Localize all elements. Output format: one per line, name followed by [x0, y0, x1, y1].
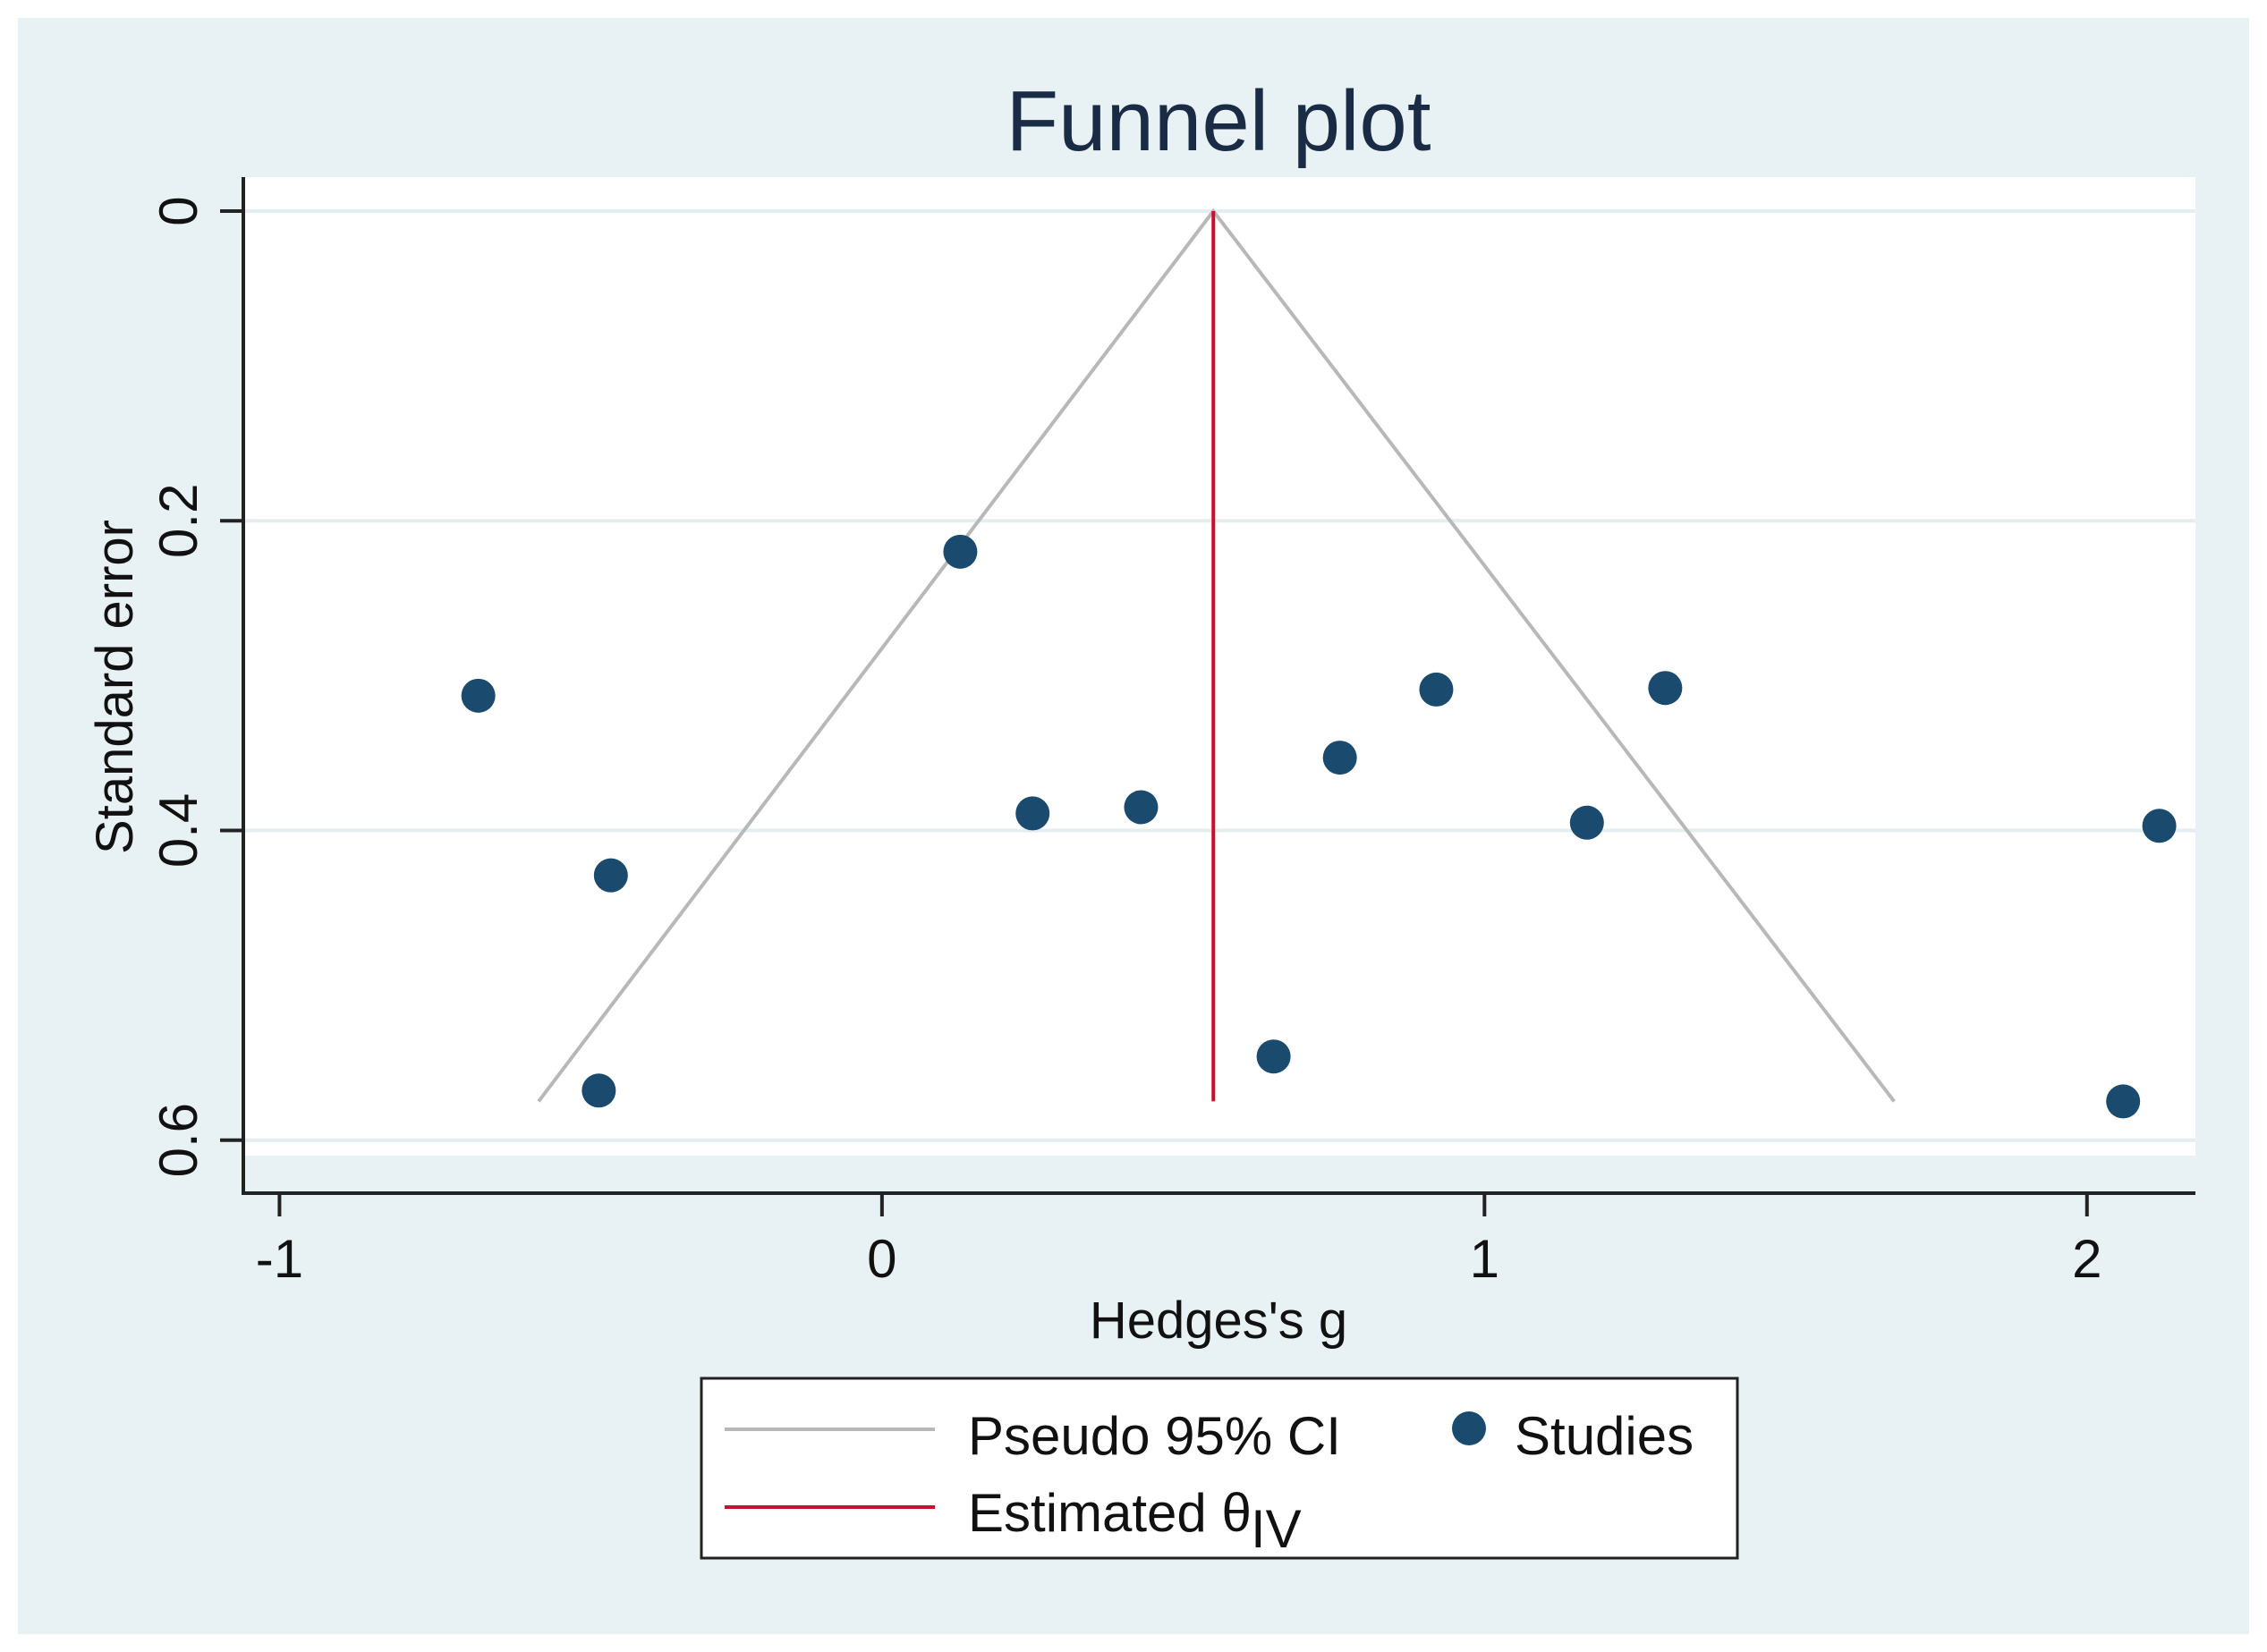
x-tick-label: 2	[2072, 1229, 2101, 1289]
legend-estimate-label: Estimated θ	[968, 1483, 1252, 1543]
study-point	[1124, 790, 1159, 825]
plot-area	[243, 177, 2195, 1156]
y-tick-label: 0.2	[149, 484, 208, 558]
study-points	[461, 534, 2177, 1119]
y-tick-label: 0.4	[149, 793, 208, 868]
x-tick-label: 1	[1470, 1229, 1499, 1289]
x-tick-label: -1	[256, 1229, 303, 1289]
study-point	[1256, 1039, 1291, 1074]
axes: -1 0 1 2 0 0.2 0.4 0.6	[149, 177, 2195, 1289]
study-point	[582, 1073, 616, 1108]
x-tick-label: 0	[867, 1229, 896, 1289]
legend-studies-swatch	[1452, 1411, 1486, 1445]
study-point	[1569, 805, 1604, 840]
y-axis-label: Standard error	[86, 520, 144, 854]
legend-ci-label: Pseudo 95% CI	[968, 1406, 1341, 1466]
study-point	[943, 534, 978, 569]
study-point	[1419, 672, 1454, 707]
study-point	[1648, 671, 1683, 706]
study-point	[2142, 809, 2177, 843]
legend-box	[700, 1377, 1739, 1560]
study-point	[1015, 796, 1050, 831]
y-tick-label: 0.6	[149, 1103, 208, 1177]
x-axis-label: Hedges's g	[1090, 1292, 1347, 1350]
study-point	[461, 678, 496, 713]
study-point	[2106, 1084, 2141, 1119]
legend: Pseudo 95% CI Studies Estimated θ IV	[700, 1377, 1739, 1560]
study-point	[1322, 741, 1357, 775]
y-tick-label: 0	[149, 196, 208, 225]
chart-title: Funnel plot	[1006, 73, 1431, 169]
reference-lines	[537, 208, 1896, 1103]
legend-studies-label: Studies	[1515, 1406, 1694, 1466]
legend-estimate-subscript: IV	[1251, 1499, 1302, 1559]
grid-lines	[243, 209, 2195, 1142]
study-point	[593, 858, 628, 893]
